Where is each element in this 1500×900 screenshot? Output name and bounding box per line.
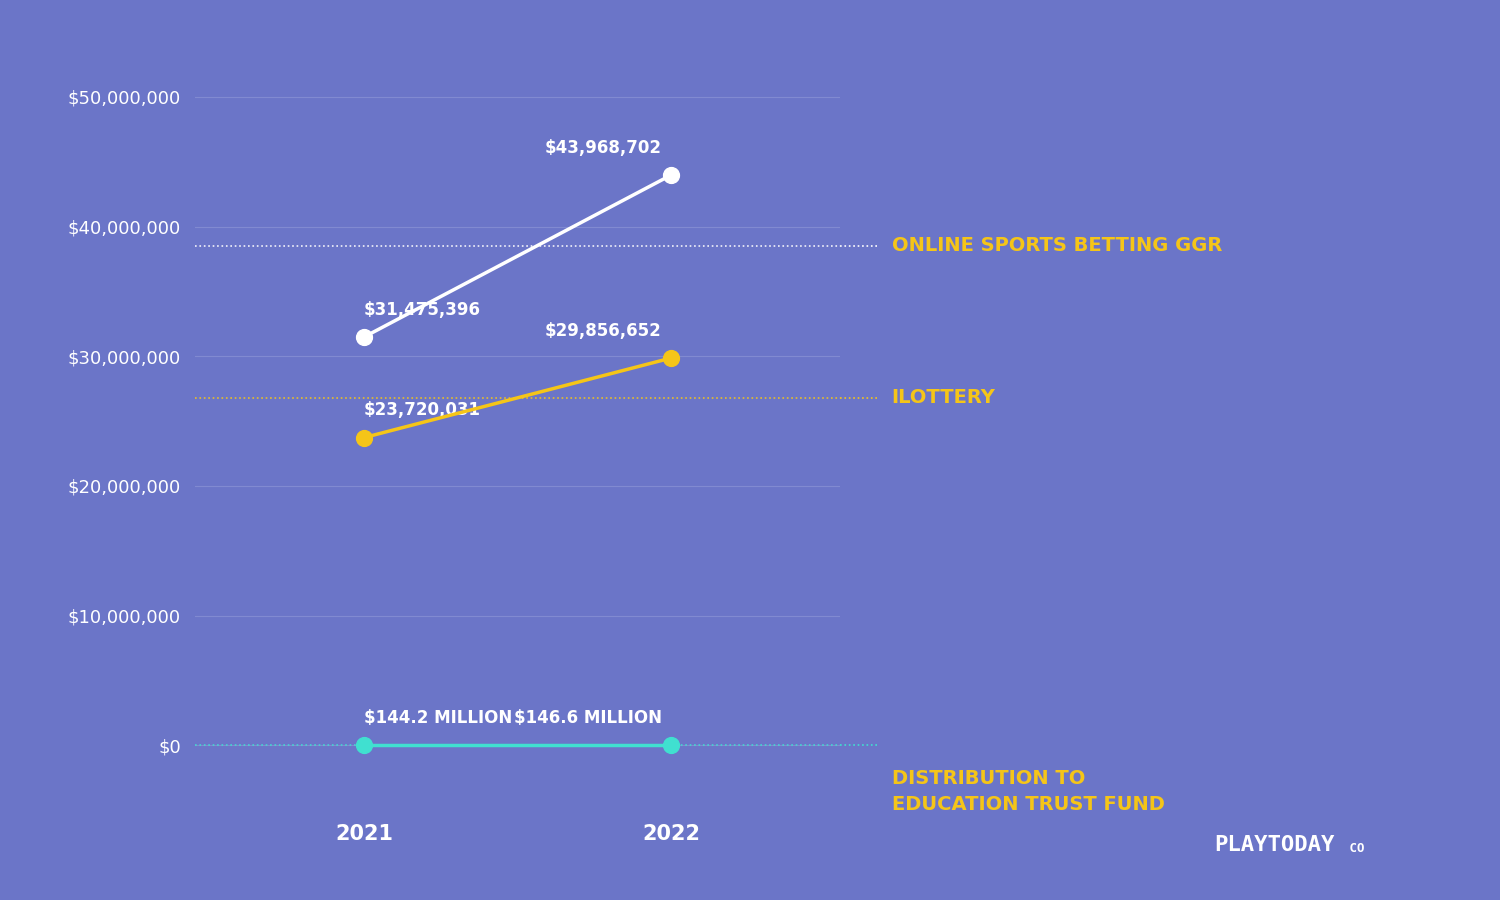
Text: $29,856,652: $29,856,652	[544, 322, 662, 340]
Point	[352, 330, 376, 345]
Point	[658, 168, 682, 183]
Text: $43,968,702: $43,968,702	[544, 139, 662, 157]
Text: DISTRIBUTION TO
EDUCATION TRUST FUND: DISTRIBUTION TO EDUCATION TRUST FUND	[891, 769, 1164, 814]
Point	[352, 738, 376, 752]
Text: ONLINE SPORTS BETTING GGR: ONLINE SPORTS BETTING GGR	[891, 237, 1222, 256]
Text: ILOTTERY: ILOTTERY	[891, 388, 996, 407]
Text: $146.6 MILLION: $146.6 MILLION	[514, 709, 662, 727]
Point	[658, 738, 682, 752]
Point	[658, 351, 682, 365]
Point	[352, 430, 376, 445]
Text: CO: CO	[1342, 842, 1365, 855]
Text: $23,720,031: $23,720,031	[364, 401, 482, 419]
Text: $144.2 MILLION: $144.2 MILLION	[364, 709, 512, 727]
Text: $31,475,396: $31,475,396	[364, 301, 482, 319]
Text: PLAYTODAY: PLAYTODAY	[1215, 835, 1335, 855]
